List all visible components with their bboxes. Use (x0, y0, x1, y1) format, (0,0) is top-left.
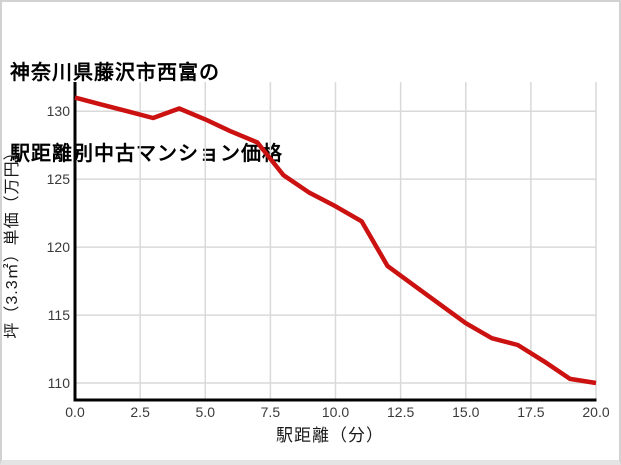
price-line-series (74, 95, 597, 386)
x-tick-label: 10.0 (322, 404, 349, 420)
x-axis-label: 駅距離（分） (276, 426, 384, 445)
axis-layer (73, 82, 597, 402)
series-layer (74, 95, 597, 386)
chart-title: 神奈川県藤沢市西富の 駅距離別中古マンション価格 (10, 6, 283, 222)
x-tick-label: 7.5 (261, 404, 281, 420)
grid-layer (75, 82, 597, 399)
x-tick-label: 5.0 (196, 404, 216, 420)
y-tick-label: 130 (47, 103, 71, 119)
y-axis-label: 坪（3.3㎡）単価（万円） (3, 143, 21, 338)
y-tick-label: 110 (48, 375, 71, 391)
y-tick-label: 115 (48, 307, 71, 323)
y-tick-label: 120 (47, 239, 71, 255)
x-tick-label: 2.5 (130, 404, 150, 420)
x-tick-label: 12.5 (387, 404, 414, 420)
chart-title-line2: 駅距離別中古マンション価格 (10, 143, 283, 165)
tick-layer: 0.0 2.5 5.0 7.5 10.0 12.5 15.0 17.5 20.0 110 115 12… (47, 103, 610, 420)
x-tick-label: 20.0 (582, 404, 609, 420)
x-tick-label: 0.0 (65, 404, 85, 420)
x-tick-label: 15.0 (452, 404, 479, 420)
chart-title-line1: 神奈川県藤沢市西富の (10, 62, 220, 84)
x-tick-label: 17.5 (517, 404, 544, 420)
y-tick-label: 125 (47, 171, 71, 187)
